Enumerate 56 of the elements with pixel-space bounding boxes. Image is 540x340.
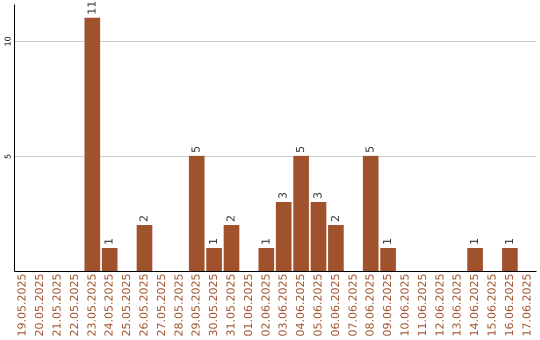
x-tick-label: 15.06.2025	[486, 274, 498, 336]
x-tick-label: 03.06.2025	[276, 274, 290, 336]
x-tick-label: 20.05.2025	[33, 274, 46, 336]
x-tick-label: 09.06.2025	[381, 274, 394, 336]
data-label: 2	[328, 214, 342, 222]
data-label: 1	[381, 238, 394, 245]
x-tick-label: 24.05.2025	[102, 274, 116, 336]
bar	[136, 224, 152, 271]
x-tick-label: 30.05.2025	[207, 274, 220, 336]
x-tick-label: 12.06.2025	[433, 274, 446, 336]
x-tick-label: 04.06.2025	[294, 274, 308, 336]
data-label: 5	[190, 146, 203, 153]
data-label: 11	[85, 0, 98, 15]
data-label: 1	[207, 238, 220, 245]
bar	[502, 248, 518, 271]
y-tick-label: 10	[4, 36, 12, 46]
x-tick-label: 06.06.2025	[328, 274, 342, 336]
bar	[380, 248, 396, 271]
x-tick-label: 29.05.2025	[190, 274, 203, 336]
x-tick-label: 17.06.2025	[520, 274, 534, 336]
bar	[84, 18, 100, 271]
bar	[188, 156, 205, 271]
x-tick-label: 27.05.2025	[154, 274, 168, 336]
x-tick-label: 11.06.2025	[416, 274, 429, 336]
x-tick-label: 22.05.2025	[68, 274, 81, 336]
x-tick-label: 31.05.2025	[224, 274, 238, 336]
x-tick-label: 05.06.2025	[312, 274, 324, 336]
data-label: 1	[468, 238, 482, 245]
x-tick-label: 02.06.2025	[259, 274, 272, 336]
x-tick-label: 08.06.2025	[364, 274, 377, 336]
data-label: 5	[294, 146, 308, 153]
bar	[276, 202, 292, 271]
data-label: 1	[102, 238, 116, 245]
x-tick-label: 19.05.2025	[16, 274, 29, 336]
x-tick-label: 16.06.2025	[502, 274, 516, 336]
bar	[102, 248, 118, 271]
x-tick-label: 28.05.2025	[172, 274, 186, 336]
data-label: 2	[138, 214, 150, 222]
bar	[362, 156, 379, 271]
data-label: 5	[364, 146, 377, 153]
x-tick-label: 25.05.2025	[120, 274, 134, 336]
x-tick-label: 14.06.2025	[468, 274, 482, 336]
bar	[258, 248, 274, 271]
data-label: 3	[276, 192, 290, 199]
x-tick-label: 23.05.2025	[85, 274, 98, 336]
x-tick-label: 26.05.2025	[138, 274, 150, 336]
bar	[467, 248, 483, 271]
data-label: 1	[502, 238, 516, 245]
x-tick-label: 13.06.2025	[450, 274, 464, 336]
x-tick-label: 10.06.2025	[398, 274, 412, 336]
x-tick-label: 01.06.2025	[242, 274, 255, 336]
data-label: 2	[224, 214, 238, 222]
data-label: 3	[312, 192, 324, 199]
x-tick-label: 07.06.2025	[346, 274, 360, 336]
data-label: 1	[259, 238, 272, 245]
x-tick-label: 21.05.2025	[50, 274, 64, 336]
